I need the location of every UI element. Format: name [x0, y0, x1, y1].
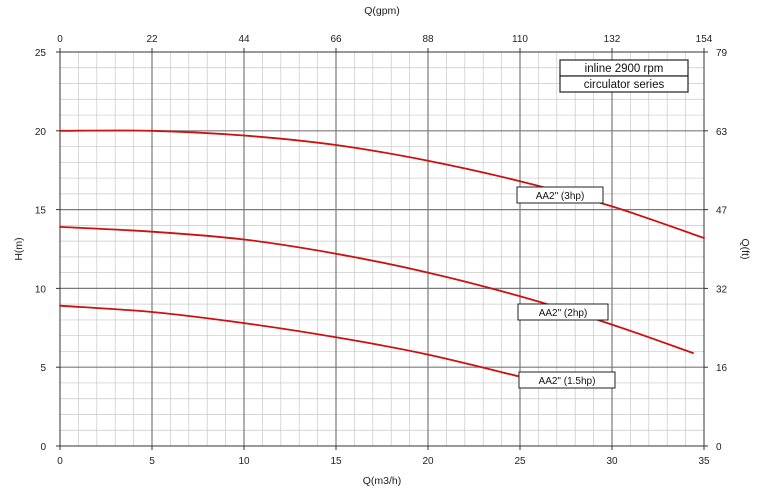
x2-axis-ticks: 0 22 44 66 88 110 132 154 [57, 34, 713, 52]
x-tick-label: 5 [149, 456, 155, 467]
info-box: inline 2900 rpm circulator series [559, 59, 689, 93]
x-axis-label: Q(m3/h) [363, 475, 402, 487]
x2-tick-label: 44 [238, 34, 250, 45]
y-tick-label: 25 [35, 48, 47, 59]
series-label-3hp-box [516, 186, 604, 204]
x2-tick-label: 110 [512, 34, 528, 45]
x-tick-label: 0 [57, 456, 63, 467]
x-tick-label: 25 [514, 456, 526, 467]
series-label-1-5hp: AA2" (1.5hp) [518, 371, 616, 389]
x2-tick-label: 154 [696, 34, 713, 45]
y-tick-label: 20 [35, 127, 47, 138]
x2-tick-label: 132 [604, 34, 621, 45]
series-line-1-5hp [59, 304, 521, 378]
info-box-line-1: inline 2900 rpm [585, 63, 664, 75]
series-label-1-5hp-text: AA2" (1.5hp) [539, 376, 596, 387]
info-box-line-2: circulator series [584, 79, 665, 91]
y2-tick-label: 0 [716, 442, 722, 453]
y-tick-label: 15 [35, 206, 47, 217]
y2-tick-label: 16 [716, 363, 728, 374]
series-label-1-5hp-box [518, 371, 616, 389]
plot-area-frame [59, 51, 705, 447]
series-label-2hp: AA2" (2hp) [517, 303, 609, 321]
x-axis-ticks: 0 5 10 15 20 25 30 35 [57, 446, 710, 467]
x-tick-label: 30 [606, 456, 618, 467]
x2-tick-label: 88 [422, 34, 434, 45]
info-box-line-2-frame [559, 75, 689, 93]
y-tick-label: 10 [35, 284, 47, 295]
y2-axis-label: Q(ft) [739, 239, 751, 260]
x-tick-label: 20 [422, 456, 434, 467]
y-axis-ticks: 0 5 10 15 20 25 [35, 48, 60, 453]
series-layer [59, 129, 705, 378]
series-label-2hp-box [517, 303, 609, 321]
x2-tick-label: 0 [57, 34, 63, 45]
series-label-3hp-text: AA2" (3hp) [536, 191, 585, 202]
series-label-2hp-text: AA2" (2hp) [539, 308, 588, 319]
x2-axis-label: Q(gpm) [364, 5, 400, 17]
x2-tick-label: 22 [146, 34, 158, 45]
y2-tick-label: 63 [716, 127, 728, 138]
x-tick-label: 10 [238, 456, 250, 467]
y-tick-label: 0 [40, 442, 46, 453]
y-axis-label: H(m) [13, 237, 25, 260]
y2-axis-ticks: 0 16 32 47 63 79 [704, 48, 728, 453]
y-tick-label: 5 [40, 363, 46, 374]
series-line-3hp [59, 129, 705, 239]
y2-tick-label: 32 [716, 284, 728, 295]
series-label-3hp: AA2" (3hp) [516, 186, 604, 204]
y2-tick-label: 79 [716, 48, 728, 59]
x-tick-label: 15 [330, 456, 342, 467]
x2-tick-label: 66 [330, 34, 342, 45]
series-line-2hp [59, 226, 694, 354]
x-tick-label: 35 [698, 456, 710, 467]
y2-tick-label: 47 [716, 206, 728, 217]
